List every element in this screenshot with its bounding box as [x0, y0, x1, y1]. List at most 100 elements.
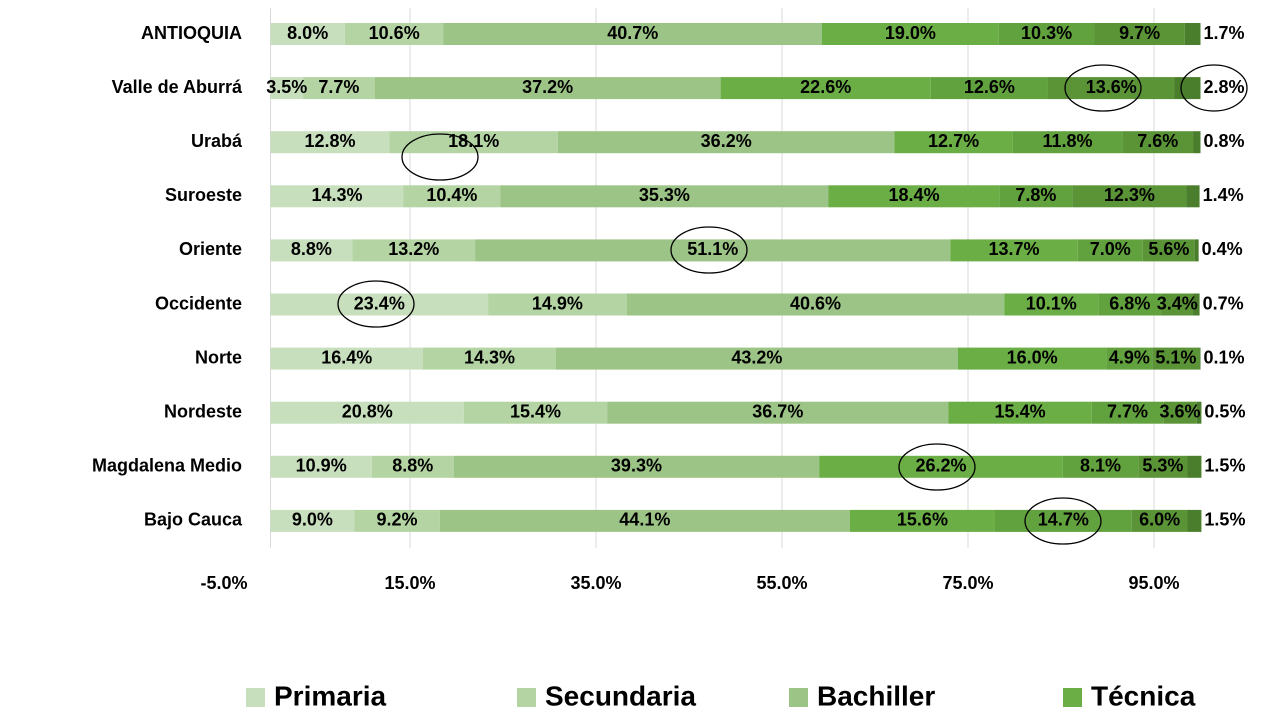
x-tick-label: -5.0% — [200, 573, 247, 593]
y-tick-label: Urabá — [191, 131, 243, 151]
bar-segment — [1098, 293, 1162, 316]
data-label: 13.2% — [388, 239, 439, 259]
bar-segment — [1161, 293, 1194, 316]
data-label: 10.1% — [1026, 293, 1077, 313]
data-label: 23.4% — [354, 293, 405, 313]
data-label: 7.8% — [1015, 185, 1056, 205]
data-label: 0.7% — [1203, 293, 1244, 313]
data-label: 5.1% — [1155, 347, 1196, 367]
bar-segment — [999, 185, 1073, 208]
bar-segment — [1142, 239, 1195, 262]
bar-segment — [1196, 401, 1202, 424]
bar-segment — [389, 131, 558, 154]
data-label: 10.9% — [296, 456, 347, 476]
bar-segment — [371, 455, 454, 478]
data-label: 13.7% — [989, 239, 1040, 259]
data-label: 7.7% — [318, 77, 359, 97]
bar-segment — [1077, 239, 1143, 262]
data-label: 51.1% — [687, 239, 738, 259]
y-tick-label: Bajo Cauca — [144, 510, 243, 530]
data-label: 5.3% — [1142, 456, 1183, 476]
data-label: 16.4% — [321, 347, 372, 367]
bar-segment — [849, 509, 995, 532]
data-label: 1.4% — [1203, 185, 1244, 205]
data-label: 36.2% — [701, 131, 752, 151]
data-label: 15.4% — [995, 401, 1046, 421]
bar-segment — [950, 239, 1078, 262]
data-label: 9.2% — [376, 510, 417, 530]
data-label: 37.2% — [522, 77, 573, 97]
x-tick-label: 15.0% — [384, 573, 435, 593]
data-label: 9.0% — [292, 510, 333, 530]
bar-segment — [439, 509, 850, 532]
legend-swatch — [517, 688, 536, 707]
bar-segment — [303, 77, 375, 100]
bar-segment — [1186, 185, 1200, 208]
bar-segment — [1012, 131, 1123, 154]
bar-segment — [270, 23, 345, 45]
legend-swatch — [246, 688, 265, 707]
data-label: 39.3% — [611, 456, 662, 476]
legend: Primaria Secundaria Bachiller Técnica — [246, 680, 1196, 711]
data-label: 15.4% — [510, 401, 561, 421]
ellipse — [401, 133, 479, 181]
bar-segment — [1187, 455, 1202, 478]
y-tick-label: Occidente — [155, 293, 242, 313]
data-label: 0.8% — [1204, 131, 1245, 151]
annotations — [337, 64, 1248, 545]
bar-segment — [270, 131, 390, 154]
bar-segment — [557, 131, 895, 154]
bar-segment — [1199, 347, 1201, 370]
bar-segment — [626, 293, 1005, 316]
data-label: 8.8% — [392, 456, 433, 476]
bar-segment — [423, 347, 557, 370]
data-label: 8.1% — [1080, 456, 1121, 476]
bar-segment — [1174, 77, 1201, 100]
x-tick-label: 55.0% — [756, 573, 807, 593]
bar-segment — [270, 401, 464, 424]
bar-segment — [1138, 455, 1188, 478]
data-label: 4.9% — [1109, 347, 1150, 367]
y-tick-label: Norte — [195, 347, 242, 367]
data-label: 15.6% — [897, 510, 948, 530]
bar-segment — [270, 77, 304, 100]
bar-segment — [463, 401, 608, 424]
bar-segment — [998, 23, 1095, 45]
data-label: 12.3% — [1104, 185, 1155, 205]
labels: -5.0% 15.0% 35.0% 55.0% 75.0% 95.0% ANTIOQUIA 8… — [92, 23, 1245, 593]
bar-segment — [1062, 455, 1139, 478]
ellipse — [337, 280, 415, 328]
data-label: 8.0% — [287, 23, 328, 43]
bar-segment — [374, 77, 721, 100]
data-label: 44.1% — [619, 510, 670, 530]
bar-segment — [352, 239, 476, 262]
data-label: 2.8% — [1204, 77, 1245, 97]
data-label: 22.6% — [800, 77, 851, 97]
y-tick-label: Magdalena Medio — [92, 456, 242, 476]
bar-segment — [1193, 293, 1200, 316]
data-label: 7.6% — [1137, 131, 1178, 151]
bar-segment — [1122, 131, 1194, 154]
ellipse — [898, 443, 976, 491]
legend-label: Secundaria — [545, 680, 696, 711]
data-label: 10.3% — [1021, 23, 1072, 43]
data-label: 35.3% — [639, 185, 690, 205]
data-label: 3.6% — [1160, 401, 1201, 421]
data-label: 14.3% — [464, 347, 515, 367]
y-tick-label: Oriente — [179, 239, 242, 259]
bar-segment — [556, 347, 958, 370]
data-label: 19.0% — [885, 23, 936, 43]
data-label: 26.2% — [916, 456, 967, 476]
data-label: 0.1% — [1204, 347, 1245, 367]
bar-segment — [443, 23, 822, 45]
data-label: 10.6% — [369, 23, 420, 43]
data-label: 10.4% — [426, 185, 477, 205]
bar-segment — [720, 77, 931, 100]
ellipse — [1180, 64, 1248, 112]
data-label: 18.1% — [448, 131, 499, 151]
data-label: 14.9% — [532, 293, 583, 313]
data-label: 3.4% — [1157, 293, 1198, 313]
bar-segment — [1131, 509, 1188, 532]
bar-segment — [270, 347, 424, 370]
